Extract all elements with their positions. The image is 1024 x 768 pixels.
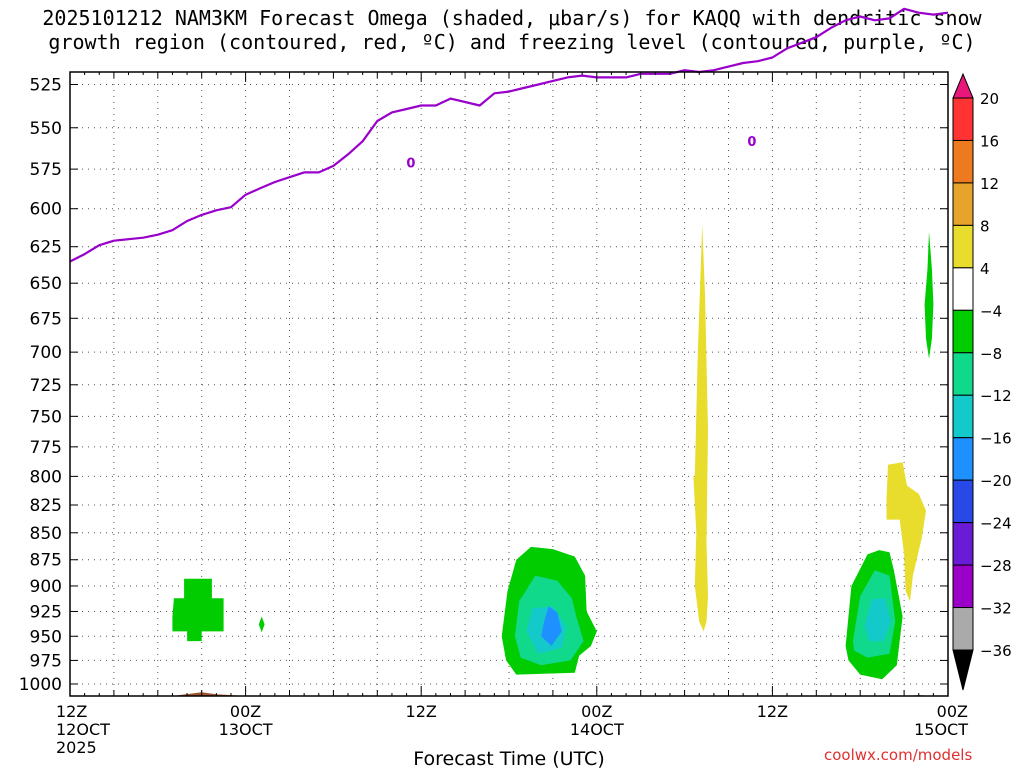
x-tick-label: 15OCT	[914, 720, 968, 739]
colorbar-label: 16	[980, 132, 999, 150]
colorbar-bin	[952, 224, 974, 269]
y-tick-label: 700	[30, 343, 62, 363]
colorbar-label: −24	[980, 515, 1012, 533]
freezing-level-label: 0	[747, 135, 756, 150]
freezing-level-label-bg	[405, 154, 416, 171]
chart-title: 2025101212 NAM3KM Forecast Omega (shaded…	[0, 6, 1024, 54]
y-tick-label: 775	[30, 438, 62, 458]
y-tick-label: 625	[30, 238, 62, 258]
colorbar-bin	[952, 352, 974, 396]
freezing-level-line	[69, 7, 949, 263]
omega-area	[258, 616, 265, 633]
title-line-1: 2025101212 NAM3KM Forecast Omega (shaded…	[42, 6, 982, 30]
y-tick-label: 850	[30, 524, 62, 544]
omega-positive-area	[886, 462, 926, 602]
y-tick-label: 975	[30, 651, 62, 671]
x-tick-label: 13OCT	[219, 720, 273, 739]
freezing-level-layer: 00	[69, 7, 949, 263]
omega-positive-area	[693, 224, 708, 632]
y-tick-label: 925	[30, 602, 62, 622]
colorbar-bin	[952, 139, 974, 184]
y-tick-label: 1000	[19, 675, 62, 695]
colorbar-label: −20	[980, 472, 1012, 490]
omega-shading	[172, 224, 934, 680]
colorbar-bin	[952, 522, 974, 566]
colorbar-bin	[952, 267, 974, 311]
x-tick-label: 12Z	[757, 702, 788, 721]
x-tick-label: 14OCT	[570, 720, 624, 739]
colorbar-label: 20	[980, 90, 999, 108]
y-tick-label: 800	[30, 467, 62, 487]
omega-area	[864, 598, 891, 642]
colorbar-label: −12	[980, 387, 1012, 405]
colorbar-label: 8	[980, 217, 990, 235]
y-tick-label: 550	[30, 119, 62, 139]
colorbar-bin	[952, 437, 974, 481]
colorbar-top-arrow	[952, 72, 974, 99]
y-tick-label: 950	[30, 627, 62, 647]
y-tick-label: 650	[30, 274, 62, 294]
x-tick-label: 00Z	[937, 702, 968, 721]
y-tick-label: 575	[30, 160, 62, 180]
omega-area	[541, 606, 562, 646]
x-tick-label: 00Z	[230, 702, 261, 721]
x-tick-label: 12Z	[56, 702, 87, 721]
colorbar-label: −28	[980, 557, 1012, 575]
colorbar-label: −32	[980, 600, 1012, 618]
y-tick-label: 600	[30, 200, 62, 220]
colorbar-bin	[952, 607, 974, 651]
x-axis-label: Forecast Time (UTC)	[413, 748, 604, 768]
colorbar-label: −36	[980, 642, 1012, 660]
plot-frame	[69, 71, 949, 697]
omega-area	[172, 578, 224, 642]
colorbar-bin	[952, 394, 974, 439]
freezing-level-label: 0	[406, 157, 415, 172]
y-tick-label: 900	[30, 577, 62, 597]
y-tick-label: 675	[30, 309, 62, 329]
colorbar-bottom-arrow	[952, 649, 974, 691]
colorbar: 20 16 12 8 4 −4 −8 −12 −16 −20 −24 −28 −32 −36	[952, 72, 1012, 691]
colorbar-label: 12	[980, 175, 999, 193]
colorbar-label: 4	[980, 260, 990, 278]
colorbar-bin	[952, 182, 974, 226]
x-tick-label: 12Z	[406, 702, 437, 721]
y-tick-label: 750	[30, 407, 62, 427]
x-tick-label: 12OCT	[56, 720, 110, 739]
colorbar-label: −16	[980, 430, 1012, 448]
colorbar-bin	[952, 309, 974, 354]
title-line-2: growth region (contoured, red, ºC) and f…	[48, 30, 976, 54]
x-tick-label: 00Z	[581, 702, 612, 721]
colorbar-bin	[952, 479, 974, 524]
colorbar-label: −8	[980, 345, 1002, 363]
credit-text: coolwx.com/models	[824, 746, 973, 764]
axes: 525 550 575 600 625 650 675 700 725 750 775 800 825 8…	[19, 71, 968, 768]
colorbar-label: −4	[980, 302, 1002, 320]
y-tick-label: 825	[30, 496, 62, 516]
y-tick-label: 875	[30, 551, 62, 571]
omega-area	[924, 231, 934, 359]
colorbar-bin	[952, 97, 974, 141]
colorbar-bin	[952, 564, 974, 609]
freezing-level-label-bg	[746, 133, 757, 150]
y-tick-label: 525	[30, 75, 62, 95]
y-tick-label: 725	[30, 376, 62, 396]
x-tick-label: 2025	[56, 738, 97, 757]
